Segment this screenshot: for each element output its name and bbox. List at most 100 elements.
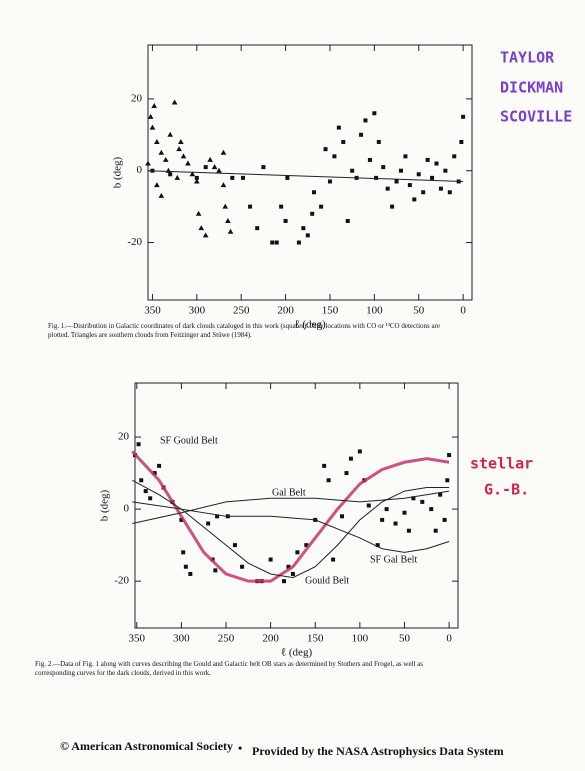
square-point (445, 478, 450, 483)
square-point (240, 564, 245, 569)
square-point (421, 190, 426, 195)
square-point (274, 240, 279, 245)
triangle-point (198, 225, 205, 231)
y-tick-label: 20 (118, 431, 130, 443)
curve (131, 450, 450, 583)
square-point (230, 175, 235, 180)
square-point (248, 204, 253, 209)
square-point (425, 157, 430, 162)
figure-caption: Fig. 2.—Data of Fig. 1 along with curves… (35, 660, 423, 677)
square-point (215, 514, 220, 519)
triangle-point (227, 228, 234, 234)
square-point (340, 514, 345, 519)
y-axis-label: b (deg) (99, 489, 111, 521)
square-point (394, 179, 399, 184)
square-point (403, 154, 408, 159)
square-point (443, 168, 448, 173)
square-point (434, 161, 439, 166)
triangle-point (147, 113, 154, 119)
square-point (152, 471, 157, 476)
handwritten-author: TAYLOR (500, 49, 555, 67)
footer-right: Provided by the NASA Astrophysics Data S… (252, 744, 504, 758)
square-point (393, 521, 398, 526)
square-point (331, 557, 336, 562)
x-tick-label: 350 (144, 305, 161, 317)
handwritten-author: DICKMAN (500, 79, 563, 97)
square-point (412, 197, 417, 202)
square-point (376, 139, 381, 144)
square-point (304, 543, 309, 548)
triangle-point (151, 103, 158, 109)
square-point (344, 471, 349, 476)
triangle-point (185, 160, 191, 166)
curve-label: SF Gal Belt (370, 554, 417, 565)
square-point (136, 442, 141, 447)
square-point (213, 568, 218, 573)
triangle-point (149, 124, 156, 130)
triangle-point (154, 138, 160, 144)
x-tick-label: 150 (322, 305, 339, 317)
square-point (261, 165, 266, 170)
triangle-point (222, 203, 229, 209)
handwritten-author: SCOVILLE (500, 108, 572, 126)
triangle-point (171, 99, 178, 105)
x-tick-label: 200 (277, 305, 294, 317)
square-point (295, 550, 300, 555)
triangle-point (220, 182, 227, 188)
y-tick-label: -20 (114, 575, 129, 587)
x-tick-label: 50 (413, 305, 425, 317)
square-point (398, 168, 403, 173)
square-point (367, 157, 372, 162)
triangle-point (211, 164, 218, 170)
square-point (407, 183, 412, 188)
square-point (380, 517, 385, 522)
triangle-point (158, 149, 165, 155)
square-point (442, 517, 447, 522)
square-point (286, 564, 291, 569)
triangle-point (216, 167, 222, 173)
curve-label: SF Gould Belt (160, 435, 218, 446)
square-point (240, 175, 245, 180)
triangle-point (145, 160, 151, 166)
square-point (411, 496, 416, 501)
square-point (438, 492, 443, 497)
square-point (402, 510, 407, 515)
square-point (301, 226, 306, 231)
x-axis-label: ℓ (deg) (281, 647, 313, 659)
square-point (350, 168, 355, 173)
square-point (416, 172, 421, 177)
square-point (438, 186, 443, 191)
square-point (285, 175, 290, 180)
triangle-point (220, 149, 227, 155)
square-point (279, 204, 284, 209)
y-tick-label: -20 (127, 236, 142, 248)
square-point (336, 125, 341, 130)
square-point (255, 226, 260, 231)
square-point (183, 564, 188, 569)
square-point (357, 449, 362, 454)
square-point (181, 550, 186, 555)
triangle-point (154, 182, 160, 188)
curve (147, 170, 464, 182)
triangle-point (225, 217, 231, 223)
square-point (268, 557, 273, 562)
triangle-point (178, 138, 184, 144)
square-point (359, 132, 364, 137)
square-point (323, 147, 328, 152)
square-point (430, 175, 435, 180)
square-point (290, 571, 295, 576)
square-point (375, 543, 380, 548)
square-point (319, 204, 324, 209)
footer-left: © American Astronomical Society (60, 739, 233, 753)
square-point (374, 175, 379, 180)
plot-frame (134, 382, 459, 629)
footer-sep: • (238, 741, 242, 755)
x-tick-label: 150 (307, 633, 324, 645)
square-point (429, 507, 434, 512)
handwritten-note: G.-B. (484, 481, 529, 499)
x-tick-label: 50 (399, 633, 411, 645)
triangle-point (195, 210, 202, 216)
square-point (179, 517, 184, 522)
